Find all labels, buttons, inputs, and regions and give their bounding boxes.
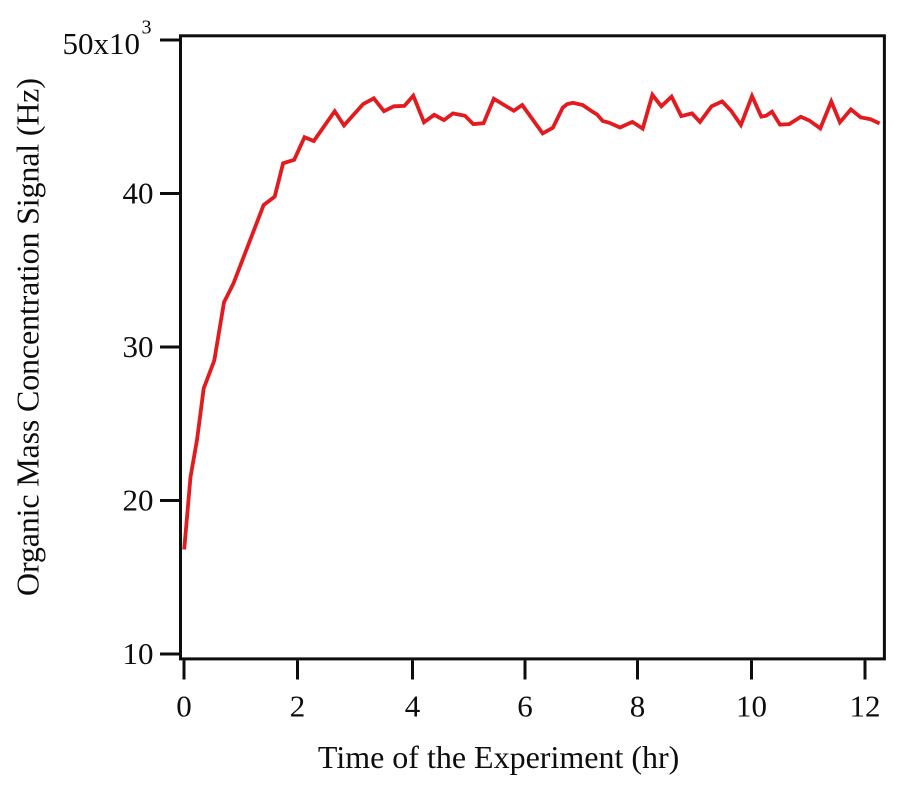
svg-text:4: 4 xyxy=(405,689,421,724)
svg-text:Time of the Experiment (hr): Time of the Experiment (hr) xyxy=(318,739,679,775)
svg-text:12: 12 xyxy=(850,689,881,724)
svg-text:50x10: 50x10 xyxy=(63,26,141,61)
svg-text:2: 2 xyxy=(290,689,306,724)
svg-text:6: 6 xyxy=(517,689,533,724)
svg-text:10: 10 xyxy=(123,636,154,671)
svg-text:20: 20 xyxy=(123,483,154,518)
svg-text:Organic Mass Concentration Sig: Organic Mass Concentration Signal (Hz) xyxy=(10,78,46,596)
svg-text:30: 30 xyxy=(123,329,154,364)
svg-text:3: 3 xyxy=(142,17,152,39)
svg-text:0: 0 xyxy=(176,689,192,724)
svg-text:8: 8 xyxy=(630,689,646,724)
svg-text:10: 10 xyxy=(736,689,767,724)
svg-text:40: 40 xyxy=(123,176,154,211)
